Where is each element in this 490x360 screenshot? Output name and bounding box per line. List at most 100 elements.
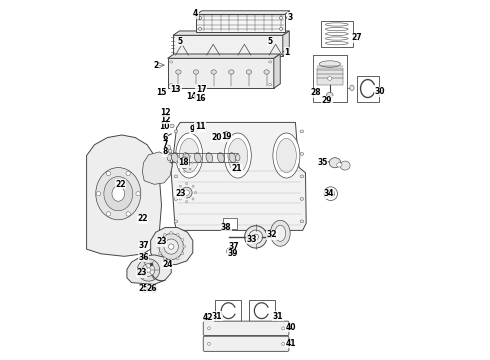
Ellipse shape — [325, 23, 348, 26]
Ellipse shape — [300, 198, 304, 200]
Text: 3: 3 — [287, 13, 293, 22]
Ellipse shape — [192, 185, 194, 187]
Ellipse shape — [137, 259, 160, 281]
Ellipse shape — [186, 183, 188, 185]
Polygon shape — [151, 228, 193, 265]
Text: 20: 20 — [211, 133, 221, 142]
Ellipse shape — [189, 168, 191, 170]
Text: 23: 23 — [156, 238, 167, 247]
Text: 2: 2 — [153, 61, 159, 70]
Ellipse shape — [97, 192, 100, 196]
Ellipse shape — [176, 162, 177, 164]
Bar — [216, 300, 242, 321]
Ellipse shape — [170, 61, 172, 63]
Ellipse shape — [170, 84, 172, 86]
Ellipse shape — [184, 190, 189, 195]
FancyBboxPatch shape — [203, 321, 289, 336]
Polygon shape — [173, 31, 289, 35]
Ellipse shape — [273, 133, 300, 178]
Polygon shape — [196, 14, 285, 32]
Text: 25: 25 — [138, 284, 148, 293]
Ellipse shape — [183, 245, 186, 248]
Text: 27: 27 — [351, 33, 362, 42]
Ellipse shape — [126, 212, 130, 216]
Ellipse shape — [167, 154, 171, 161]
Ellipse shape — [194, 126, 197, 130]
Polygon shape — [87, 135, 162, 256]
Ellipse shape — [144, 287, 148, 291]
Text: 42: 42 — [203, 313, 214, 322]
Ellipse shape — [329, 158, 341, 168]
Ellipse shape — [192, 198, 194, 200]
Text: 14: 14 — [186, 92, 196, 101]
Text: 1: 1 — [285, 48, 290, 57]
Ellipse shape — [224, 133, 251, 178]
Polygon shape — [168, 54, 280, 58]
Ellipse shape — [179, 185, 181, 187]
Ellipse shape — [229, 70, 234, 74]
Ellipse shape — [147, 268, 151, 272]
Bar — [317, 68, 343, 85]
Ellipse shape — [300, 130, 304, 133]
Ellipse shape — [325, 28, 348, 31]
Ellipse shape — [169, 244, 174, 249]
Ellipse shape — [206, 153, 213, 163]
Ellipse shape — [163, 257, 166, 260]
Ellipse shape — [174, 220, 178, 223]
Text: 37: 37 — [228, 242, 239, 251]
Ellipse shape — [203, 316, 206, 320]
Ellipse shape — [195, 153, 201, 163]
Text: 13: 13 — [171, 85, 181, 94]
Ellipse shape — [246, 70, 252, 74]
Ellipse shape — [194, 70, 199, 74]
Ellipse shape — [104, 177, 133, 211]
Bar — [320, 21, 353, 47]
Text: 6: 6 — [163, 133, 168, 142]
Polygon shape — [127, 255, 171, 284]
Ellipse shape — [164, 135, 168, 140]
Ellipse shape — [182, 160, 187, 166]
Ellipse shape — [325, 42, 348, 45]
Polygon shape — [168, 58, 274, 88]
Polygon shape — [143, 152, 172, 184]
Ellipse shape — [227, 247, 235, 255]
Ellipse shape — [319, 61, 341, 67]
Ellipse shape — [280, 27, 282, 30]
Text: 31: 31 — [273, 312, 283, 321]
Text: 39: 39 — [227, 249, 238, 258]
Ellipse shape — [163, 233, 166, 236]
Polygon shape — [274, 54, 280, 88]
Ellipse shape — [340, 161, 350, 170]
Text: 5: 5 — [178, 37, 183, 46]
Ellipse shape — [325, 37, 348, 40]
Ellipse shape — [167, 145, 171, 150]
Ellipse shape — [337, 163, 342, 167]
Ellipse shape — [176, 70, 181, 74]
Text: 9: 9 — [190, 125, 195, 134]
Ellipse shape — [270, 220, 290, 246]
Text: 41: 41 — [286, 339, 296, 348]
Ellipse shape — [253, 234, 259, 240]
Ellipse shape — [141, 255, 149, 262]
Ellipse shape — [245, 226, 267, 248]
Ellipse shape — [350, 85, 354, 91]
Ellipse shape — [179, 139, 199, 173]
Text: 30: 30 — [375, 87, 385, 96]
Text: 21: 21 — [232, 164, 243, 173]
Ellipse shape — [178, 156, 180, 157]
Text: 26: 26 — [147, 284, 157, 293]
Text: 35: 35 — [317, 158, 328, 167]
Ellipse shape — [326, 93, 333, 98]
Ellipse shape — [181, 187, 192, 198]
Ellipse shape — [229, 153, 236, 163]
Ellipse shape — [269, 84, 271, 86]
Text: 24: 24 — [162, 260, 173, 269]
Polygon shape — [171, 122, 306, 230]
Ellipse shape — [170, 231, 172, 234]
Ellipse shape — [200, 125, 205, 129]
Ellipse shape — [140, 268, 147, 275]
Ellipse shape — [170, 124, 174, 128]
Text: 40: 40 — [286, 323, 296, 332]
Ellipse shape — [192, 124, 198, 132]
Ellipse shape — [164, 239, 178, 254]
